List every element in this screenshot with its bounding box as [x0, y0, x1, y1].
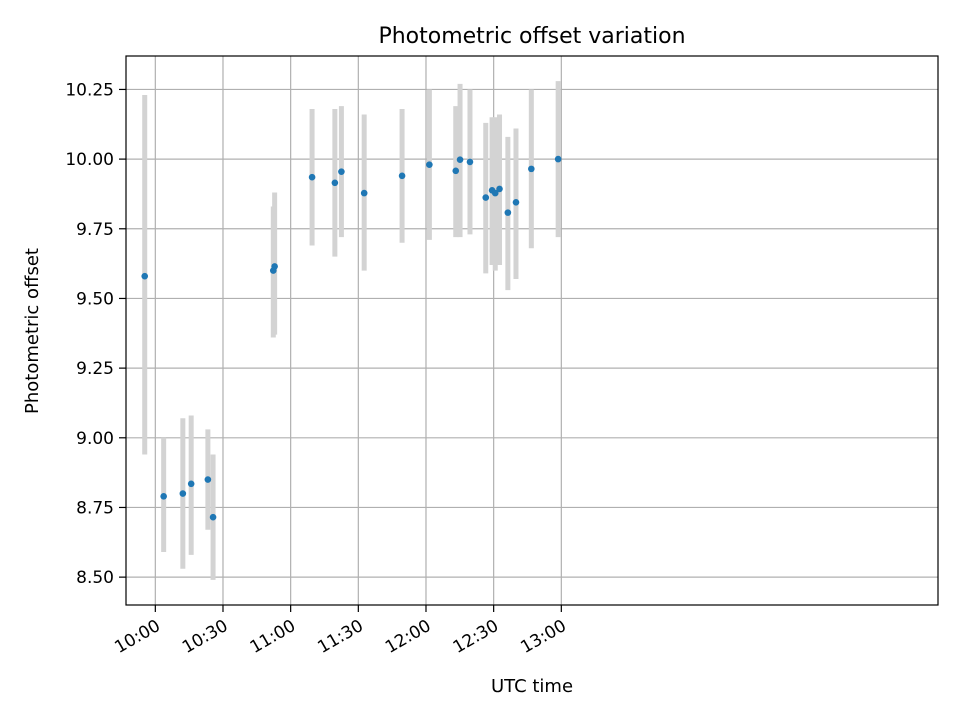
- data-point: [512, 199, 520, 206]
- data-point: [504, 209, 512, 216]
- y-tick-label: 9.50: [76, 289, 114, 309]
- y-tick-label: 10.00: [65, 150, 114, 170]
- data-point: [360, 189, 368, 197]
- x-axis-label: UTC time: [491, 676, 573, 697]
- data-point: [491, 189, 499, 197]
- data-point: [331, 179, 339, 187]
- data-point: [308, 173, 316, 181]
- plot-frame: [125, 55, 939, 606]
- y-tick-label: 9.75: [76, 220, 114, 240]
- data-points: [141, 155, 562, 521]
- data-point: [179, 490, 187, 497]
- data-point: [482, 194, 490, 201]
- data-point: [338, 168, 345, 175]
- chart-title: Photometric offset variation: [378, 24, 685, 49]
- data-point: [204, 476, 212, 483]
- y-tick-label: 9.00: [76, 429, 114, 449]
- data-point: [209, 513, 217, 521]
- y-tick-label: 8.50: [76, 568, 114, 588]
- data-point: [160, 493, 167, 500]
- y-tick-label: 9.25: [76, 359, 114, 379]
- data-point: [187, 480, 195, 488]
- y-tick-label: 8.75: [76, 498, 114, 518]
- data-point: [466, 158, 474, 166]
- data-point: [141, 272, 149, 280]
- data-point: [452, 167, 460, 175]
- data-point: [456, 156, 464, 163]
- y-tick-label: 10.25: [65, 80, 114, 100]
- data-point: [528, 165, 535, 173]
- data-point: [271, 263, 278, 270]
- data-point: [398, 172, 406, 180]
- data-point: [554, 155, 562, 163]
- data-point: [496, 185, 503, 193]
- data-point: [426, 161, 433, 168]
- y-axis-label: Photometric offset: [22, 248, 43, 414]
